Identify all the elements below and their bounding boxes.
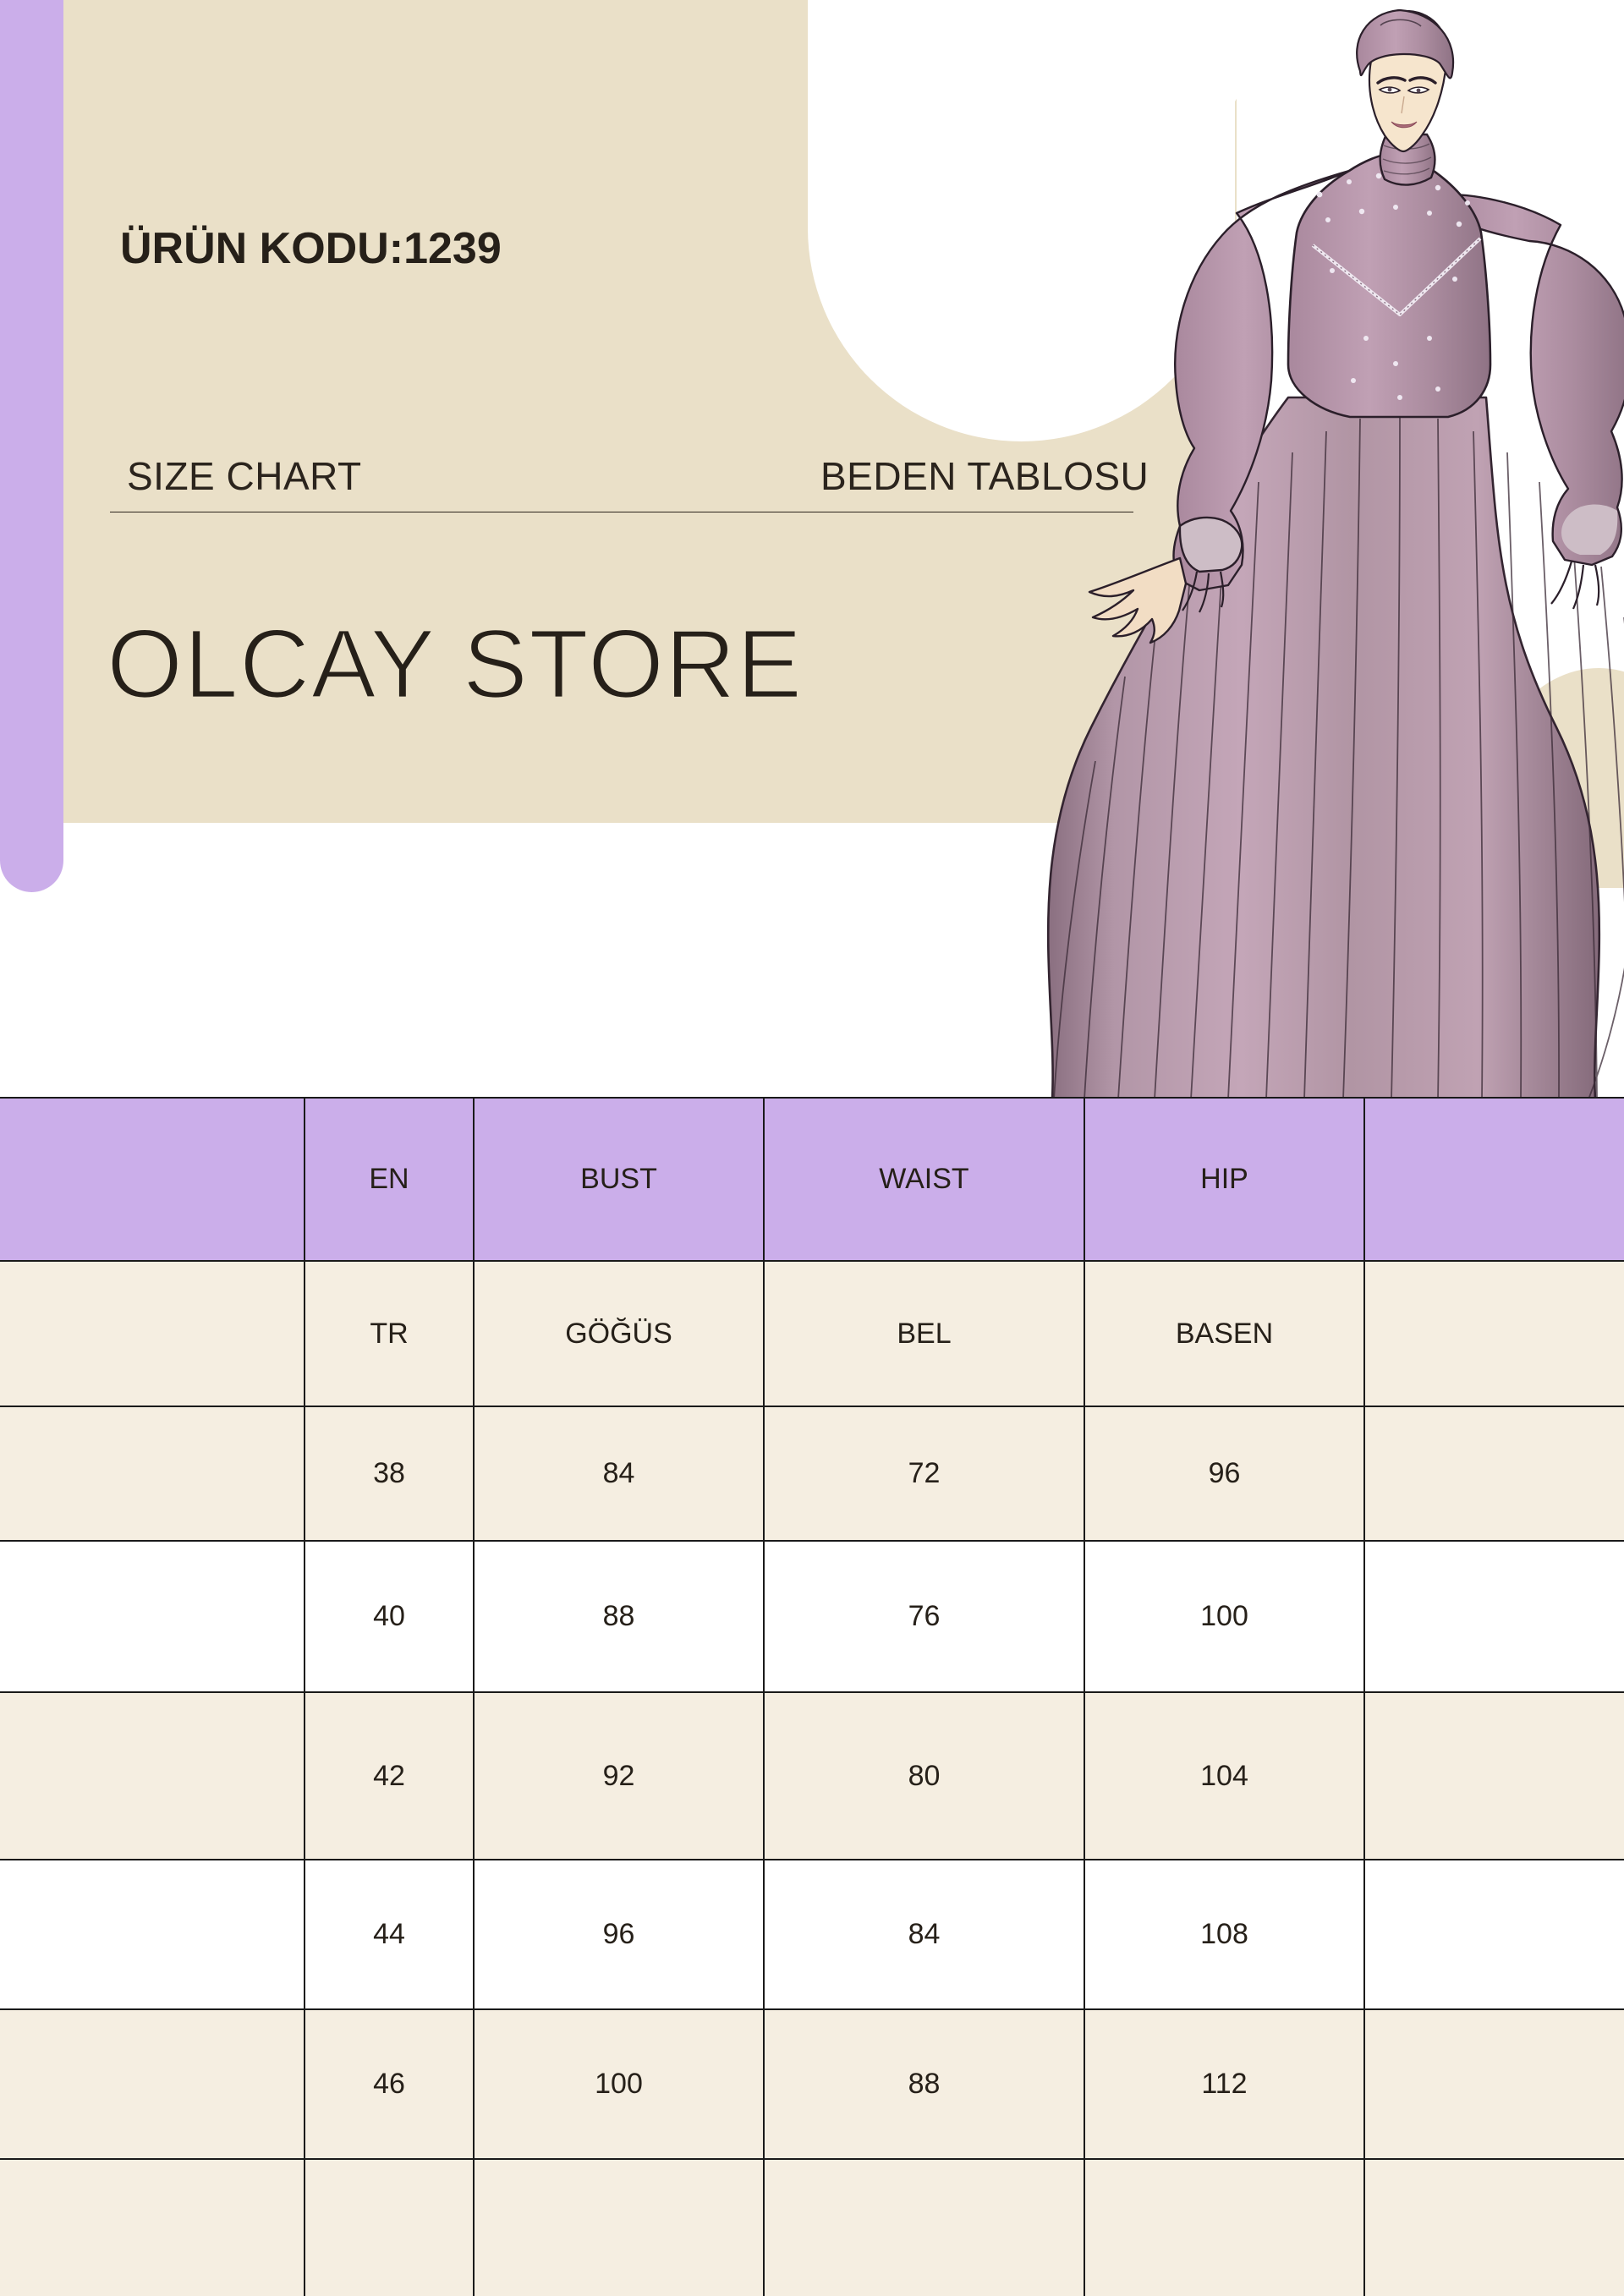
svg-text:OLCAY STORE: OLCAY STORE [107,609,803,719]
